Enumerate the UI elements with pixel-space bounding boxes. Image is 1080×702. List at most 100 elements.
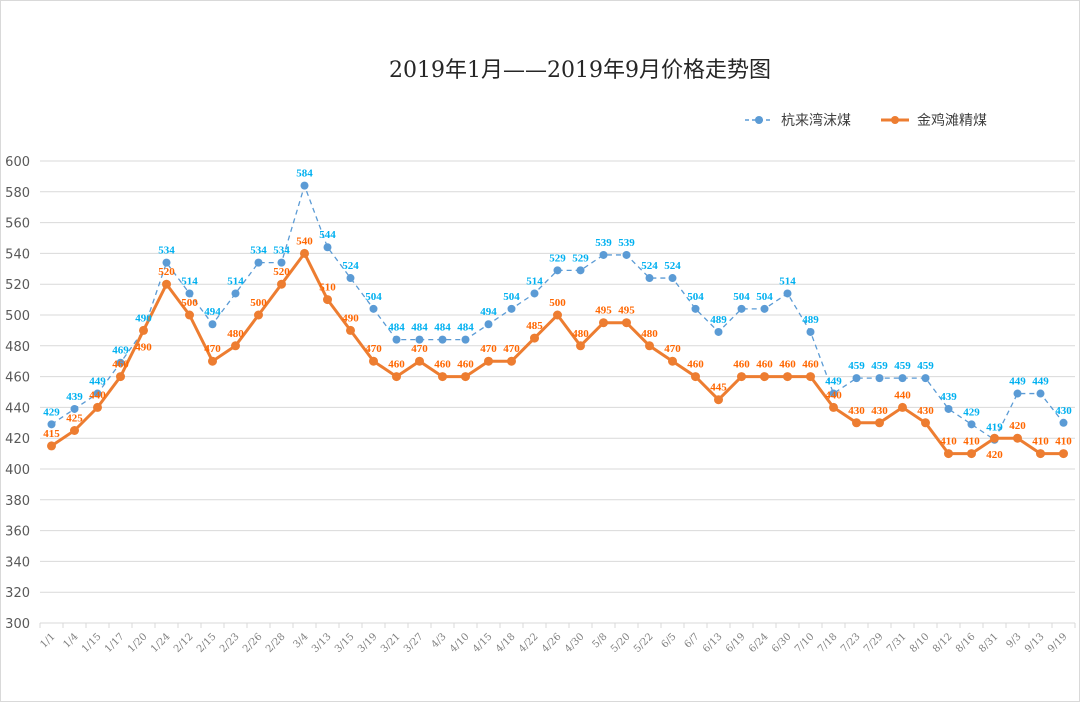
x-tick-label: 4/18: [494, 631, 518, 655]
data-label: 460: [457, 359, 474, 371]
data-label: 484: [434, 322, 451, 334]
data-label: 449: [1032, 376, 1049, 388]
data-label: 494: [204, 306, 221, 318]
data-label: 485: [526, 320, 543, 332]
data-point: [783, 289, 792, 298]
data-point: [323, 243, 332, 252]
data-label: 504: [756, 291, 773, 303]
x-tick-label: 1/20: [126, 631, 150, 655]
data-point: [806, 372, 815, 382]
data-label: 490: [135, 341, 152, 353]
data-label: 534: [158, 245, 175, 257]
data-point: [622, 318, 631, 328]
data-label: 540: [296, 235, 313, 247]
data-point: [783, 372, 792, 382]
data-label: 470: [503, 343, 520, 355]
y-tick-label: 400: [5, 463, 30, 478]
data-label: 460: [434, 359, 451, 371]
x-tick-label: 5/8: [590, 631, 609, 650]
data-point: [1013, 433, 1022, 443]
data-point: [484, 320, 493, 329]
data-label: 490: [135, 312, 152, 324]
data-label: 470: [480, 343, 497, 355]
data-label: 430: [917, 405, 934, 417]
data-point: [714, 395, 723, 405]
y-tick-label: 340: [5, 555, 30, 570]
data-label: 410: [963, 436, 980, 448]
x-tick-label: 2/15: [195, 631, 219, 655]
data-label: 484: [457, 322, 474, 334]
data-point: [438, 372, 447, 382]
data-point: [392, 335, 401, 344]
x-tick-label: 4/26: [540, 631, 564, 655]
data-label: 440: [825, 389, 842, 401]
data-point: [461, 335, 470, 344]
legend-item-series-1: 杭来湾沫煤: [745, 110, 851, 130]
data-point: [162, 258, 171, 267]
x-tick-label: 8/12: [931, 631, 955, 655]
data-label: 440: [89, 389, 106, 401]
data-label: 500: [250, 297, 267, 309]
data-point: [208, 356, 217, 366]
x-tick-label: 2/26: [241, 631, 265, 655]
legend-label: 金鸡滩精煤: [917, 113, 987, 129]
data-label: 449: [1009, 376, 1026, 388]
data-point: [645, 341, 654, 351]
data-label: 459: [848, 360, 865, 372]
x-tick-label: 7/29: [862, 631, 886, 655]
data-point: [300, 248, 309, 258]
data-point: [346, 325, 355, 335]
data-label: 470: [664, 343, 681, 355]
data-label: 445: [710, 382, 727, 394]
data-label: 460: [802, 359, 819, 371]
data-point: [231, 289, 240, 298]
legend: 杭来湾沫煤 金鸡滩精煤: [745, 110, 987, 130]
data-label: 500: [181, 297, 198, 309]
data-point: [277, 258, 286, 267]
data-point: [967, 449, 976, 459]
legend-item-series-2: 金鸡滩精煤: [881, 110, 987, 130]
data-point: [944, 404, 953, 413]
data-point: [875, 374, 884, 383]
data-label: 504: [503, 291, 520, 303]
data-label: 480: [572, 328, 589, 340]
data-label: 504: [687, 291, 704, 303]
data-point: [691, 372, 700, 382]
data-label: 544: [319, 229, 336, 241]
x-tick-label: 1/24: [149, 631, 173, 655]
x-tick-label: 1/15: [80, 631, 104, 655]
data-point: [461, 372, 470, 382]
data-point: [530, 333, 539, 343]
data-label: 425: [66, 413, 83, 425]
data-label: 430: [848, 405, 865, 417]
x-tick-label: 9/19: [1046, 631, 1070, 655]
data-label: 514: [779, 275, 796, 287]
data-point: [553, 266, 562, 275]
data-label: 539: [595, 237, 612, 249]
data-point: [139, 325, 148, 335]
data-point: [415, 335, 424, 344]
data-label: 514: [181, 275, 198, 287]
data-point: [921, 374, 930, 383]
data-label: 524: [664, 260, 681, 272]
x-tick-label: 8/16: [954, 631, 978, 655]
x-tick-label: 3/4: [291, 631, 310, 650]
x-tick-label: 6/13: [701, 631, 725, 655]
x-tick-label: 4/15: [471, 631, 495, 655]
data-point: [185, 310, 194, 320]
y-tick-label: 600: [5, 155, 30, 170]
data-label: 430: [871, 405, 888, 417]
data-point: [1013, 389, 1022, 398]
x-tick-label: 1/4: [61, 631, 80, 650]
x-tick-label: 7/31: [885, 631, 909, 655]
data-label: 529: [549, 252, 566, 264]
data-point: [185, 289, 194, 298]
data-label: 484: [411, 322, 428, 334]
data-point: [898, 402, 907, 412]
data-label: 524: [641, 260, 658, 272]
data-label: 500: [549, 297, 566, 309]
y-tick-label: 360: [5, 525, 30, 540]
x-tick-label: 6/5: [659, 631, 678, 650]
x-tick-label: 2/23: [218, 631, 242, 655]
y-tick-label: 380: [5, 494, 30, 509]
